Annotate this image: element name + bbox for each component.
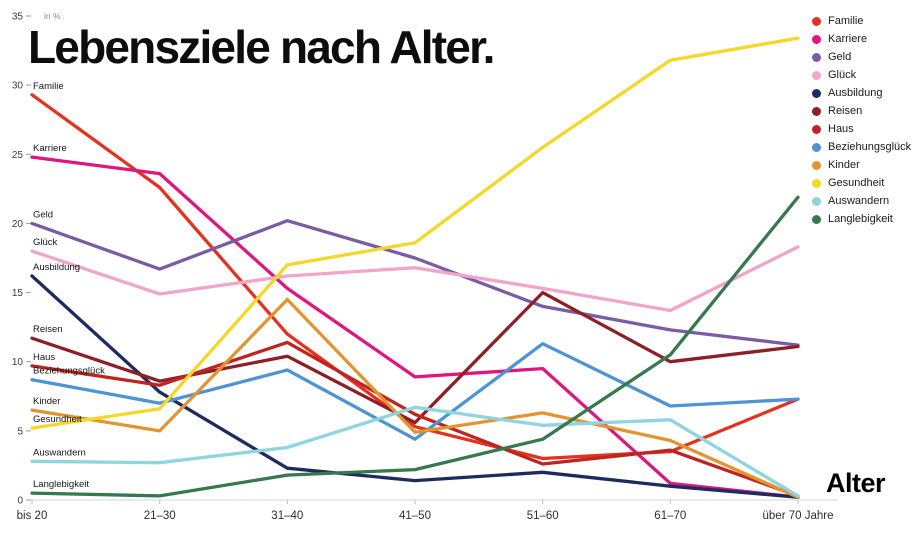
- legend-swatch-icon: [812, 70, 821, 80]
- legend-swatch-icon: [812, 214, 821, 224]
- series-line-haus: [30, 340, 800, 498]
- series-start-label-geld: Geld: [33, 209, 53, 220]
- legend-swatch-icon: [812, 16, 821, 26]
- legend-item-karriere: Karriere: [812, 30, 912, 48]
- legend-item-reisen: Reisen: [812, 102, 912, 120]
- x-tick-label: 31–40: [271, 510, 303, 522]
- series-start-label-gesundheit: Gesundheit: [33, 414, 82, 425]
- legend-swatch-icon: [812, 52, 821, 62]
- legend-label: Glück: [828, 69, 857, 81]
- legend-label: Geld: [828, 51, 852, 63]
- chart-title: Lebensziele nach Alter.: [28, 21, 495, 73]
- legend-swatch-icon: [812, 178, 821, 188]
- legend-item-kinder: Kinder: [812, 156, 912, 174]
- y-tick-label: 30: [12, 81, 24, 92]
- legend-item-familie: Familie: [812, 12, 912, 30]
- legend-item-geld: Geld: [812, 48, 912, 66]
- legend-item-beziehungsgl-ck: Beziehungsglück: [812, 138, 912, 156]
- legend-item-langlebigkeit: Langlebigkeit: [812, 210, 912, 228]
- y-tick-label: 10: [12, 357, 24, 368]
- legend: Familie Karriere Geld Glück Ausbildung Reisen…: [812, 12, 912, 228]
- legend-swatch-icon: [812, 88, 821, 98]
- series-line-karriere: [30, 155, 800, 499]
- series-start-label-familie: Familie: [33, 81, 64, 92]
- y-tick-label: 35: [12, 12, 24, 23]
- legend-swatch-icon: [812, 124, 821, 134]
- x-tick-label: 21–30: [144, 510, 176, 522]
- series-start-label-haus: Haus: [33, 352, 55, 363]
- y-tick-label: 15: [12, 288, 24, 299]
- x-axis-title: Alter: [825, 468, 886, 498]
- series-line-geld: [30, 219, 800, 347]
- series-line-gl-ck: [30, 245, 800, 313]
- y-axis-unit: in %: [44, 11, 61, 21]
- series-line-ausbildung: [30, 274, 800, 499]
- legend-label: Karriere: [828, 33, 868, 45]
- legend-swatch-icon: [812, 106, 821, 116]
- series-start-label-kinder: Kinder: [33, 396, 60, 407]
- series-start-label-karriere: Karriere: [33, 143, 67, 154]
- legend-label: Familie: [828, 15, 864, 27]
- series-start-label-beziehungsgl-ck: Beziehungsglück: [33, 366, 105, 377]
- x-tick-label: bis 20: [17, 510, 48, 522]
- legend-label: Beziehungsglück: [828, 141, 912, 153]
- legend-label: Kinder: [828, 159, 860, 171]
- series-line-gesundheit: [30, 36, 800, 430]
- legend-label: Langlebigkeit: [828, 213, 893, 225]
- series-line-auswandern: [30, 405, 800, 498]
- y-tick-label: 20: [12, 219, 24, 230]
- series-line-reisen: [30, 290, 800, 425]
- legend-label: Haus: [828, 123, 854, 135]
- y-tick-label: 25: [12, 150, 24, 161]
- series-start-label-gl-ck: Glück: [33, 237, 58, 248]
- series-line-kinder: [30, 297, 800, 499]
- legend-item-gesundheit: Gesundheit: [812, 174, 912, 192]
- legend-swatch-icon: [812, 160, 821, 170]
- x-tick-label: 61–70: [654, 510, 686, 522]
- x-tick-label: 41–50: [399, 510, 431, 522]
- legend-label: Reisen: [828, 105, 863, 117]
- legend-label: Auswandern: [828, 195, 890, 207]
- legend-label: Gesundheit: [828, 177, 885, 189]
- x-tick-label: über 70 Jahre: [763, 510, 834, 522]
- series-start-label-langlebigkeit: Langlebigkeit: [33, 479, 89, 490]
- legend-swatch-icon: [812, 34, 821, 44]
- legend-item-haus: Haus: [812, 120, 912, 138]
- legend-swatch-icon: [812, 142, 821, 152]
- legend-label: Ausbildung: [828, 87, 883, 99]
- y-tick-label: 0: [17, 496, 23, 507]
- series-start-label-ausbildung: Ausbildung: [33, 262, 80, 273]
- series-line-beziehungsgl-ck: [30, 342, 800, 441]
- legend-swatch-icon: [812, 196, 821, 206]
- legend-item-auswandern: Auswandern: [812, 192, 912, 210]
- series-start-label-auswandern: Auswandern: [33, 447, 86, 458]
- legend-item-ausbildung: Ausbildung: [812, 84, 912, 102]
- legend-item-gl-ck: Glück: [812, 66, 912, 84]
- y-tick-label: 5: [17, 426, 23, 437]
- x-tick-label: 51–60: [527, 510, 559, 522]
- series-start-label-reisen: Reisen: [33, 324, 63, 335]
- series-line-langlebigkeit: [30, 195, 800, 498]
